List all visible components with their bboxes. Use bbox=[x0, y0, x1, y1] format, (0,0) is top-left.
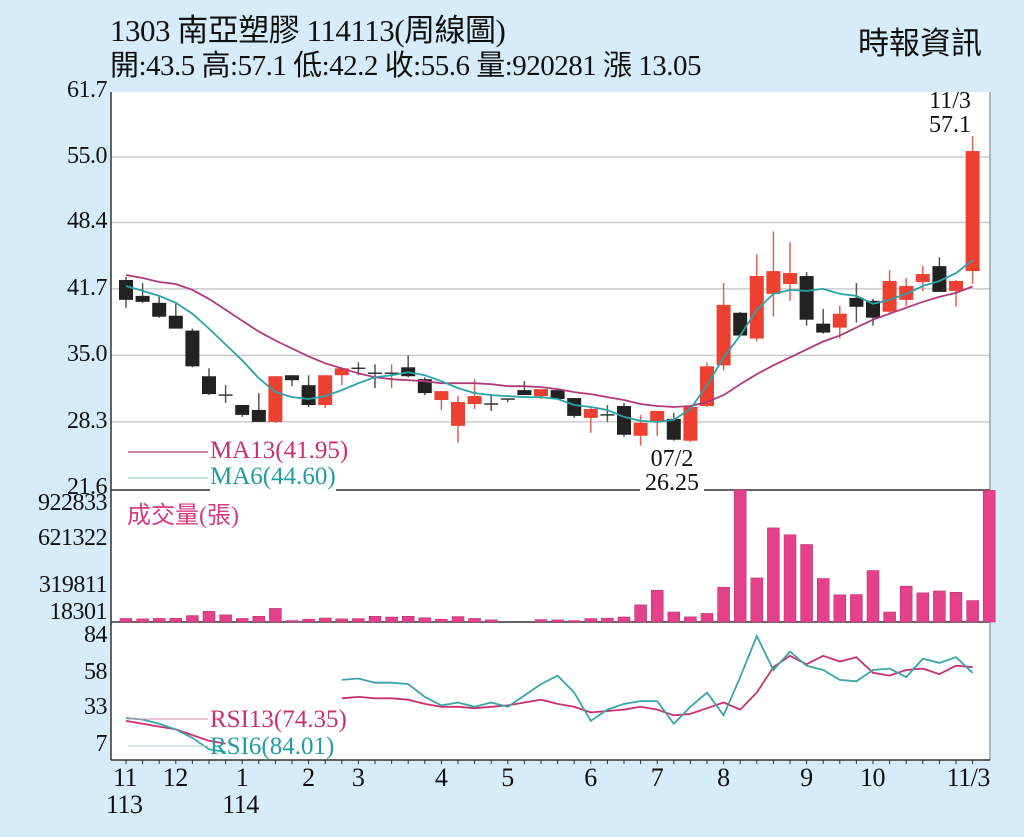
price-axis-label: 55.0 bbox=[67, 143, 108, 169]
price-axis-label: 61.7 bbox=[67, 76, 108, 103]
low-date: 07/2 bbox=[650, 446, 694, 472]
high-annotation: 11/3 57.1 bbox=[922, 89, 978, 137]
x-axis-month-label: 5 bbox=[501, 763, 514, 792]
volume-axis-label: 922833 bbox=[38, 490, 108, 516]
x-axis-month-label: 7 bbox=[650, 763, 664, 792]
x-axis-month-label: 11/3 bbox=[946, 763, 991, 792]
rsi6-legend: RSI6(84.01) bbox=[210, 733, 335, 760]
x-axis-month-label: 1 bbox=[235, 763, 249, 792]
high-value: 57.1 bbox=[929, 112, 971, 138]
x-axis-month-label: 12 bbox=[162, 763, 189, 792]
x-axis-month-label: 3 bbox=[351, 763, 365, 792]
x-axis-month-label: 11 bbox=[113, 763, 138, 792]
price-axis-label: 41.7 bbox=[67, 274, 108, 301]
volume-axis-label: 621322 bbox=[38, 525, 108, 551]
ohlc-stats: 開:43.5 高:57.1 低:42.2 收:55.6 量:920281 漲 1… bbox=[110, 50, 702, 82]
x-axis-month-label: 2 bbox=[302, 763, 315, 792]
price-axis-label: 28.3 bbox=[67, 407, 108, 434]
x-axis-month-label: 10 bbox=[860, 763, 886, 792]
rsi13-legend: RSI13(74.35) bbox=[210, 706, 347, 733]
price-axis-label: 21.6 bbox=[67, 474, 108, 501]
rsi-axis-label: 58 bbox=[84, 658, 108, 685]
low-annotation: 07/2 26.25 bbox=[640, 447, 704, 495]
x-axis-month-label: 4 bbox=[434, 763, 448, 792]
x-axis-year-label: 114 bbox=[222, 790, 259, 819]
volume-axis-label: 319811 bbox=[38, 572, 108, 598]
rsi-axis-label: 84 bbox=[84, 622, 108, 648]
price-axis-label: 48.4 bbox=[67, 208, 108, 235]
x-axis-month-label: 6 bbox=[584, 763, 597, 792]
rsi-axis-label: 33 bbox=[84, 694, 108, 721]
volume-title: 成交量(張) bbox=[127, 503, 239, 529]
ma6-legend: MA6(44.60) bbox=[210, 463, 336, 491]
price-axis-label: 35.0 bbox=[67, 341, 108, 368]
x-axis-year-label: 113 bbox=[106, 790, 143, 819]
high-date: 11/3 bbox=[929, 88, 971, 114]
low-value: 26.25 bbox=[640, 471, 704, 495]
ma13-legend: MA13(41.95) bbox=[210, 437, 349, 465]
volume-axis-label: 18301 bbox=[49, 599, 108, 625]
rsi-axis-label: 7 bbox=[95, 731, 108, 757]
x-axis-month-label: 9 bbox=[800, 763, 813, 792]
x-axis-month-label: 8 bbox=[717, 763, 730, 792]
chart-title: 1303 南亞塑膠 114113(周線圖) bbox=[110, 13, 506, 48]
brand-label: 時報資訊 bbox=[858, 26, 982, 61]
